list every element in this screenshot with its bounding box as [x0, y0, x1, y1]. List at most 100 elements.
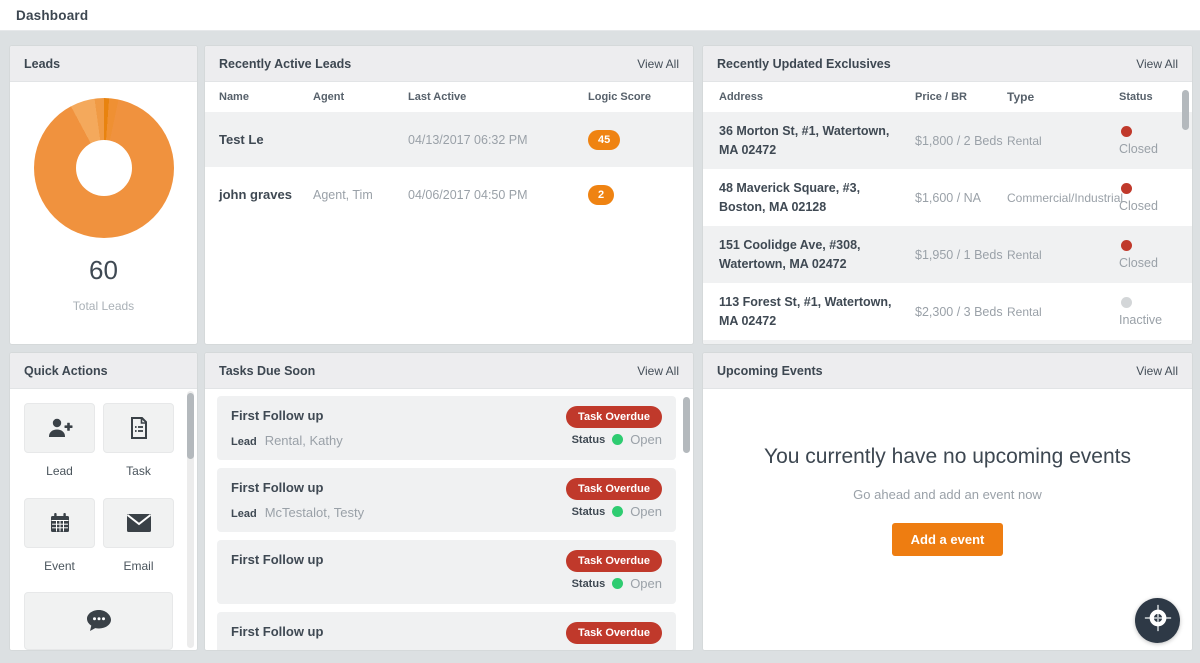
table-row[interactable]: Test Le 04/13/2017 06:32 PM 45: [205, 112, 693, 167]
exclusive-address[interactable]: 36 Morton St, #1, Watertown, MA 02472: [719, 123, 890, 157]
table-row-partial[interactable]: [703, 340, 1192, 344]
status-dot: [1121, 182, 1132, 194]
exclusives-view-all-link[interactable]: View All: [1136, 56, 1178, 71]
logic-score-badge: 45: [588, 129, 621, 150]
recent-leads-body: Name Agent Last Active Logic Score Test …: [205, 82, 693, 222]
column-header-last-active: Last Active: [408, 91, 467, 103]
table-row[interactable]: 48 Maverick Square, #3, Boston, MA 02128…: [703, 169, 1192, 226]
task-overdue-badge: Task Overdue: [566, 406, 662, 428]
quick-actions-header: Quick Actions: [10, 353, 197, 389]
leads-donut: [33, 98, 174, 238]
events-body: You currently have no upcoming events Go…: [703, 389, 1192, 650]
add-event-button[interactable]: Add a event: [891, 523, 1004, 556]
exclusive-status-cell: Closed: [1119, 239, 1192, 270]
task-status-value: Open: [630, 504, 662, 519]
quick-actions-scrollbar[interactable]: [187, 393, 194, 459]
task-lead-value: Rental, Kathy: [264, 433, 343, 448]
lead-agent: Agent, Tim: [313, 187, 373, 202]
status-dot: [1121, 239, 1132, 251]
envelope-icon: [126, 513, 152, 533]
exclusives-table-header: Address Price / BR Type Status: [703, 82, 1192, 112]
quick-action-email-button[interactable]: [103, 498, 174, 548]
quick-action-label: Email: [123, 559, 154, 573]
exclusive-status-cell: Closed: [1119, 182, 1192, 213]
quick-action-label: Task: [126, 464, 151, 478]
tasks-scrollbar[interactable]: [683, 397, 690, 453]
exclusives-body: Address Price / BR Type Status 36 Morton…: [703, 82, 1192, 344]
column-header-address: Address: [719, 91, 764, 103]
tasks-view-all-link[interactable]: View All: [637, 363, 679, 378]
task-status-label: Status: [571, 505, 606, 518]
lead-score-cell: 45: [588, 129, 693, 150]
status-label: Inactive: [1119, 312, 1163, 327]
chat-icon: [85, 608, 113, 634]
lead-last-active: 04/13/2017 06:32 PM: [408, 132, 528, 147]
recent-leads-table-header: Name Agent Last Active Logic Score: [205, 82, 693, 112]
events-empty-subtitle: Go ahead and add an event now: [853, 487, 1042, 502]
column-header-logic-score: Logic Score: [588, 91, 651, 103]
exclusive-address[interactable]: 48 Maverick Square, #3, Boston, MA 02128: [719, 180, 861, 214]
table-row[interactable]: john graves Agent, Tim 04/06/2017 04:50 …: [205, 167, 693, 222]
quick-actions-title: Quick Actions: [24, 363, 108, 378]
quick-action-label: Event: [44, 559, 75, 573]
task-card[interactable]: First Follow up Lead Rental, Kathy Task O…: [217, 396, 676, 460]
column-header-type: Type: [1007, 90, 1035, 104]
exclusive-price-br: $2,300 / 3 Beds: [915, 304, 1003, 319]
tasks-due-soon-panel: Tasks Due Soon View All First Follow up …: [205, 353, 693, 650]
column-header-status: Status: [1119, 91, 1153, 103]
column-header-agent: Agent: [313, 91, 345, 103]
leads-total-label: Total Leads: [72, 299, 135, 313]
column-header-name: Name: [219, 91, 249, 103]
exclusives-title: Recently Updated Exclusives: [717, 56, 891, 71]
target-floating-button[interactable]: [1135, 598, 1180, 643]
status-label: Closed: [1119, 141, 1158, 156]
recent-leads-view-all-link[interactable]: View All: [637, 56, 679, 71]
status-dot: [612, 578, 624, 589]
events-view-all-link[interactable]: View All: [1136, 363, 1178, 378]
lead-score-cell: 2: [588, 184, 693, 205]
table-row[interactable]: 36 Morton St, #1, Watertown, MA 02472 $1…: [703, 112, 1192, 169]
recent-leads-header: Recently Active Leads View All: [205, 46, 693, 82]
quick-actions-scrollbar-track[interactable]: [187, 391, 194, 648]
exclusive-status-cell: [1119, 340, 1192, 344]
page-title: Dashboard: [16, 7, 89, 23]
table-row[interactable]: 151 Coolidge Ave, #308, Watertown, MA 02…: [703, 226, 1192, 283]
quick-action-task-button[interactable]: [103, 403, 174, 453]
task-status-value: Open: [630, 648, 662, 650]
task-status-label: Status: [572, 650, 606, 651]
quick-action-lead-button[interactable]: [24, 403, 95, 453]
leads-total-value: 60: [89, 255, 118, 285]
tasks-header: Tasks Due Soon View All: [205, 353, 693, 389]
task-overdue-badge: Task Overdue: [566, 478, 662, 500]
events-empty-title: You currently have no upcoming events: [764, 445, 1131, 468]
target-crosshair-icon: [1143, 603, 1173, 638]
leads-panel-header: Leads: [10, 46, 197, 82]
task-lead-value: McTestalot, Testy: [264, 505, 365, 520]
exclusive-type: Commercial/Industrial: [1007, 190, 1124, 205]
quick-action-event-button[interactable]: [24, 498, 95, 548]
exclusive-address[interactable]: 151 Coolidge Ave, #308, Watertown, MA 02…: [719, 237, 861, 271]
recently-active-leads-panel: Recently Active Leads View All Name Agen…: [205, 46, 693, 344]
quick-action-chat-button[interactable]: [24, 592, 173, 650]
task-lead-label: Lead: [231, 436, 257, 448]
task-status-value: Open: [630, 576, 662, 591]
exclusive-status-cell: Inactive: [1119, 296, 1192, 327]
exclusive-type: Rental: [1007, 304, 1042, 319]
quick-actions-panel: Quick Actions Lead: [10, 353, 197, 650]
quick-actions-body: Lead Task Event: [10, 389, 197, 650]
task-lead-label: Lead: [231, 508, 257, 520]
task-card[interactable]: First Follow up Task Overdue Status Open: [217, 540, 676, 604]
task-title: First Follow up: [231, 408, 324, 423]
exclusives-scrollbar[interactable]: [1182, 90, 1189, 130]
status-label: Closed: [1119, 198, 1158, 213]
exclusives-header: Recently Updated Exclusives View All: [703, 46, 1192, 82]
quick-action-label: Lead: [46, 464, 73, 478]
table-row[interactable]: 113 Forest St, #1, Watertown, MA 02472 $…: [703, 283, 1192, 340]
task-status-label: Status: [571, 433, 606, 446]
exclusive-address[interactable]: 113 Forest St, #1, Watertown, MA 02472: [719, 294, 892, 328]
exclusive-price-br: $1,800 / 2 Beds: [915, 133, 1003, 148]
lead-name[interactable]: Test Le: [219, 132, 264, 147]
lead-name[interactable]: john graves: [219, 187, 292, 202]
